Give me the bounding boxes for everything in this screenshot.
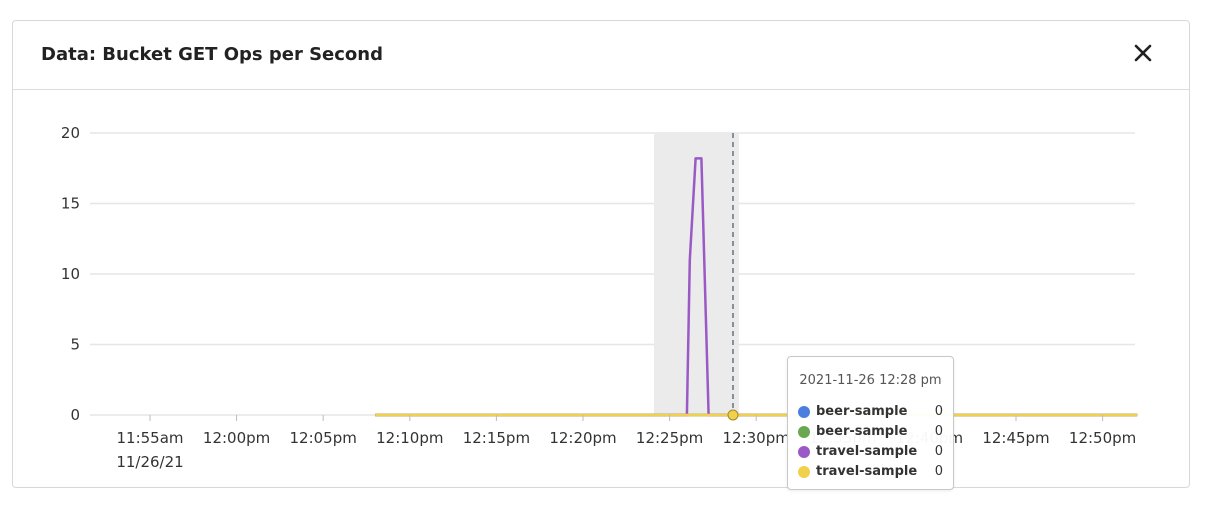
tooltip-series-name: beer-sample <box>816 404 908 419</box>
y-tick-label: 5 <box>70 336 80 354</box>
series-layer <box>375 157 1138 421</box>
tooltip-series-name: beer-sample <box>816 424 908 439</box>
highlight-band <box>654 133 739 415</box>
y-tick-label: 0 <box>70 406 80 424</box>
x-tick-label: 12:50pm <box>1069 429 1136 447</box>
grid-layer <box>90 132 1135 416</box>
y-tick-label: 20 <box>61 124 80 142</box>
x-tick-label: 12:20pm <box>549 429 616 447</box>
x-tick-label: 12:30pm <box>723 429 790 447</box>
series-line-travel-sample <box>375 157 1138 417</box>
axis-layer: 0 5 10 15 20 11:55am 11/26/21 12:00pm 12:05pm 12:… <box>61 124 1136 471</box>
x-tick-sublabel: 11/26/21 <box>116 453 183 471</box>
close-button[interactable] <box>1131 41 1155 65</box>
y-tick-label: 15 <box>61 195 80 213</box>
y-tick-label: 10 <box>61 265 80 283</box>
tooltip-series-name: travel-sample <box>816 444 918 459</box>
chart-panel: Data: Bucket GET Ops per Second <box>12 20 1190 488</box>
tooltip-time: 2021-11-26 12:28 pm <box>799 373 942 388</box>
x-tick-label: 12:10pm <box>376 429 443 447</box>
x-tick-label: 12:45pm <box>982 429 1049 447</box>
x-tick-label: 12:05pm <box>290 429 357 447</box>
panel-header: Data: Bucket GET Ops per Second <box>13 21 1189 90</box>
tooltip-row: travel-sample 0 <box>798 442 943 462</box>
tooltip-row: travel-sample 0 <box>798 462 943 482</box>
tooltip-series-value: 0 <box>934 444 943 459</box>
highlight-layer <box>654 133 739 415</box>
chart-tooltip: 2021-11-26 12:28 pm beer-sample 0 beer-sam… <box>787 356 954 490</box>
tooltip-row: beer-sample 0 <box>798 402 943 422</box>
panel-title: Data: Bucket GET Ops per Second <box>41 44 383 65</box>
x-tick-label: 12:15pm <box>463 429 530 447</box>
tooltip-series-name: travel-sample <box>816 464 918 479</box>
tooltip-series-value: 0 <box>934 464 943 479</box>
legend-dot <box>798 466 810 478</box>
tooltip-series-value: 0 <box>934 424 943 439</box>
x-tick-label: 12:25pm <box>636 429 703 447</box>
legend-dot <box>798 446 810 458</box>
tooltip-series-value: 0 <box>934 404 943 419</box>
legend-dot <box>798 406 810 418</box>
x-tick-label: 12:00pm <box>203 429 270 447</box>
close-icon <box>1134 44 1152 62</box>
tooltip-rows: beer-sample 0 beer-sample 0 travel-sample 0 tr… <box>798 402 943 482</box>
legend-dot <box>798 426 810 438</box>
cursor-point <box>727 409 739 421</box>
x-tick-label: 11:55am <box>116 429 183 447</box>
tooltip-row: beer-sample 0 <box>798 422 943 442</box>
